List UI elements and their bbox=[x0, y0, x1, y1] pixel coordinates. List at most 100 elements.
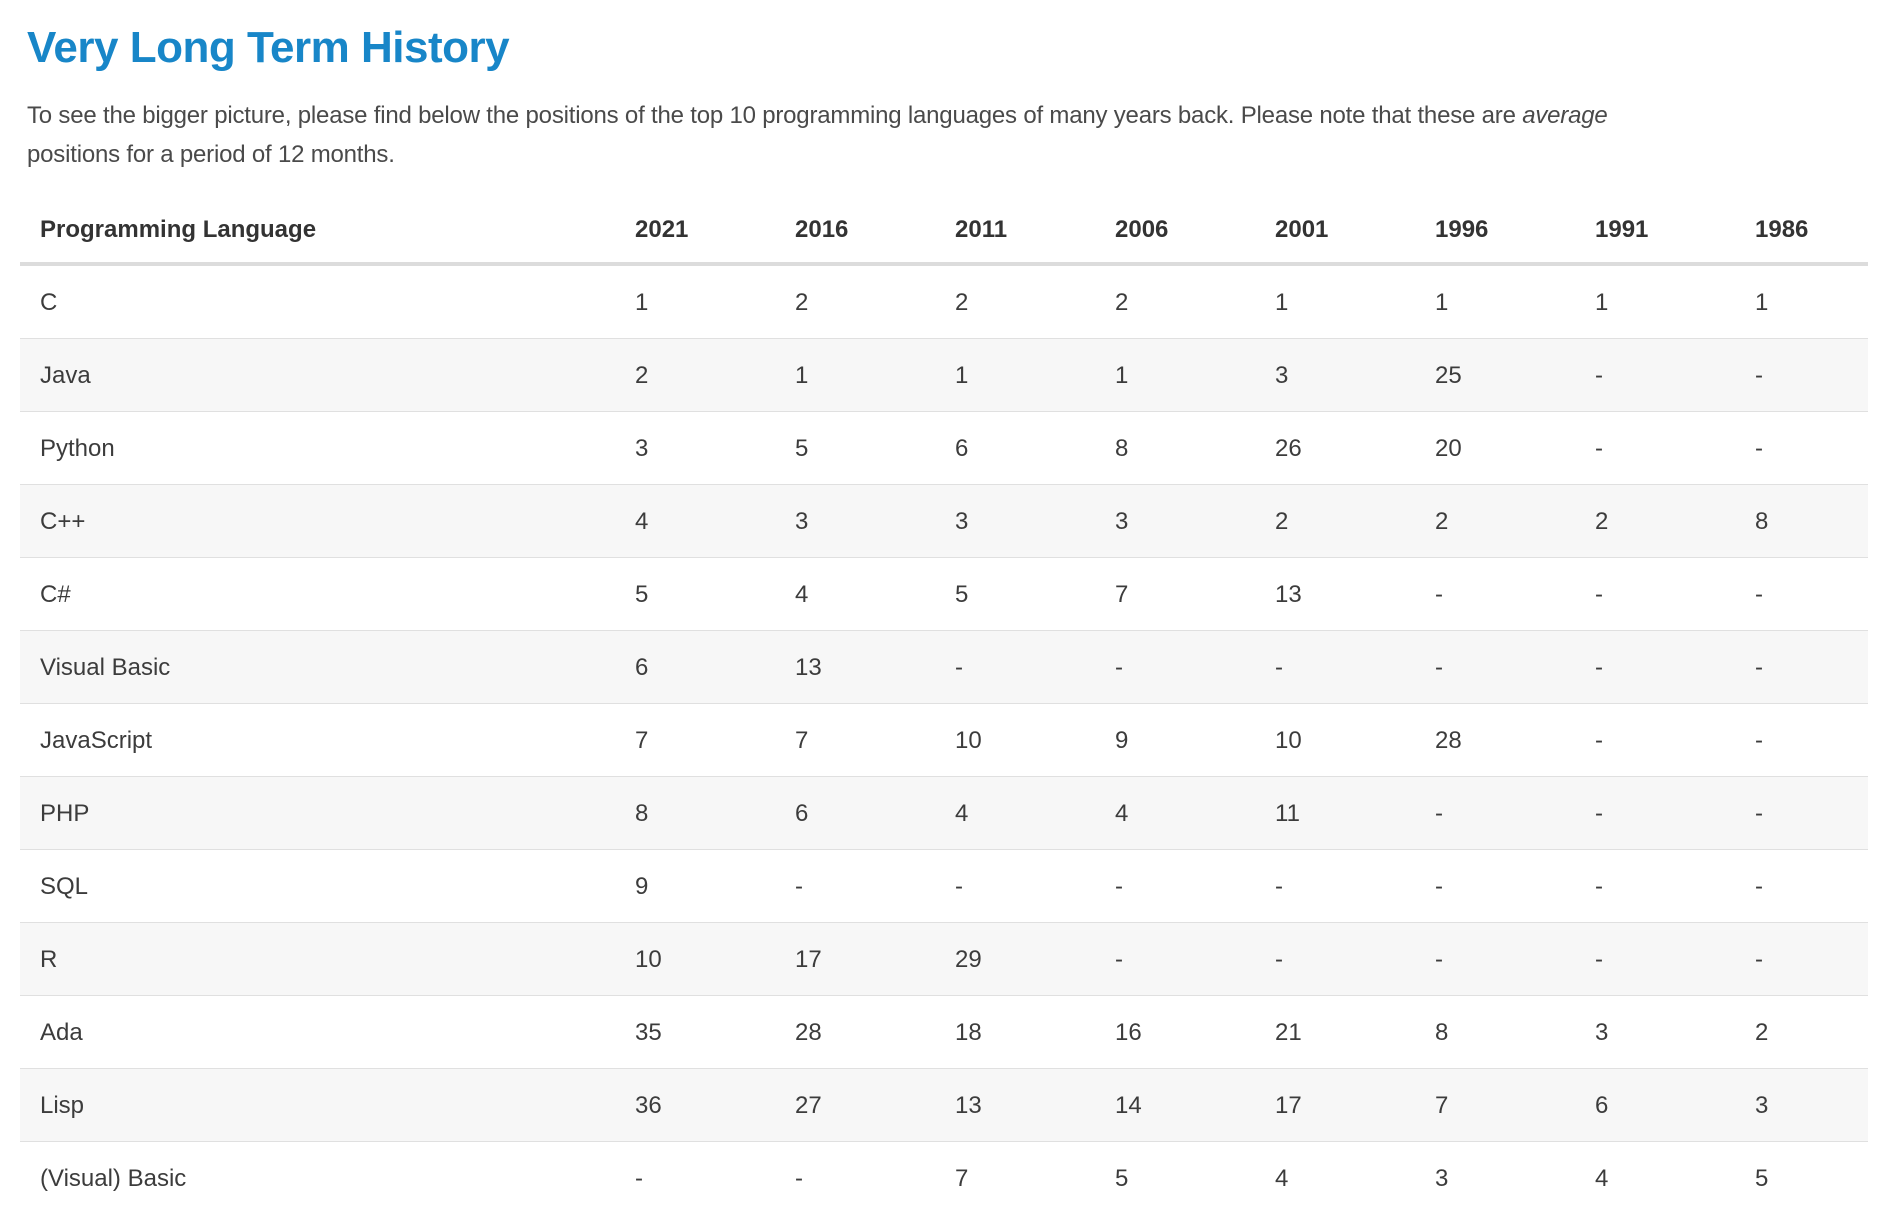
position-cell: 1 bbox=[955, 338, 1115, 412]
position-cell: 6 bbox=[955, 411, 1115, 485]
position-cell: 7 bbox=[1115, 557, 1275, 631]
position-cell: 3 bbox=[1435, 1141, 1595, 1214]
position-cell: 16 bbox=[1115, 995, 1275, 1069]
position-cell: 7 bbox=[955, 1141, 1115, 1214]
position-cell: 3 bbox=[1275, 338, 1435, 412]
page-title: Very Long Term History bbox=[27, 23, 510, 72]
position-cell: 13 bbox=[795, 630, 955, 704]
position-cell: 10 bbox=[955, 703, 1115, 777]
position-cell: 2 bbox=[635, 338, 795, 412]
position-cell: 1 bbox=[1755, 289, 1769, 316]
position-cell: - bbox=[1755, 922, 1868, 996]
position-cell: 2 bbox=[795, 289, 809, 316]
intro-line-1: To see the bigger picture, please find b… bbox=[27, 96, 1868, 135]
position-cell: - bbox=[1755, 849, 1868, 923]
position-cell: 8 bbox=[635, 776, 795, 850]
language-cell: Visual Basic bbox=[20, 630, 635, 704]
position-cell: 29 bbox=[955, 922, 1115, 996]
position-cell: 3 bbox=[955, 484, 1115, 558]
language-cell: SQL bbox=[20, 849, 635, 923]
column-header-year: 2011 bbox=[955, 200, 1115, 266]
table-row: (Visual) Basic - -7 5 4 3 4 5 bbox=[20, 1141, 1868, 1214]
position-cell: 7 bbox=[795, 703, 955, 777]
position-cell: - bbox=[1275, 849, 1435, 923]
position-cell: - bbox=[1595, 557, 1755, 631]
position-cell: - bbox=[955, 849, 1115, 923]
position-cell: - bbox=[1755, 703, 1868, 777]
position-cell: - bbox=[795, 849, 955, 923]
position-cell: 6 bbox=[635, 630, 795, 704]
position-cell: - bbox=[1595, 776, 1755, 850]
position-cell: 5 bbox=[635, 557, 795, 631]
position-cell: 2 bbox=[1755, 995, 1868, 1069]
position-cell: 3 bbox=[1595, 995, 1755, 1069]
position-cell: 3 bbox=[1755, 1068, 1868, 1142]
position-cell: 2 bbox=[955, 289, 969, 316]
position-cell: 7 bbox=[635, 703, 795, 777]
position-cell: 26 bbox=[1275, 411, 1435, 485]
table-row: C# 5 4 5 7 13- - - bbox=[20, 557, 1868, 631]
column-header-year: 1996 bbox=[1435, 200, 1595, 266]
position-cell: - bbox=[1595, 922, 1755, 996]
position-cell: 17 bbox=[1275, 1068, 1435, 1142]
position-cell: 8 bbox=[1115, 411, 1275, 485]
position-cell: - bbox=[1755, 557, 1868, 631]
position-cell: 10 bbox=[1275, 703, 1435, 777]
position-cell: - bbox=[1115, 849, 1275, 923]
position-cell: 3 bbox=[635, 411, 795, 485]
position-cell: - bbox=[1115, 922, 1275, 996]
position-cell: 1 bbox=[1595, 289, 1609, 316]
language-cell: JavaScript bbox=[20, 703, 635, 777]
position-cell: 4 bbox=[635, 484, 795, 558]
position-cell: 4 bbox=[1275, 1141, 1435, 1214]
position-cell: 4 bbox=[955, 776, 1115, 850]
table-row: Visual Basic 6 13- - - - - - bbox=[20, 630, 1868, 704]
position-cell: - bbox=[1755, 338, 1868, 412]
position-cell: - bbox=[795, 1141, 955, 1214]
position-cell: 25 bbox=[1435, 338, 1595, 412]
position-cell: 2 bbox=[1435, 484, 1595, 558]
position-cell: 13 bbox=[1275, 557, 1435, 631]
table-row: SQL 9- - - - - - - bbox=[20, 849, 1868, 923]
position-cell: 2 bbox=[1115, 289, 1129, 316]
table-header-row: Programming Language 2021 2016 2011 2006 200… bbox=[20, 200, 1868, 266]
position-cell: 6 bbox=[1595, 1068, 1755, 1142]
position-cell: - bbox=[1755, 630, 1868, 704]
intro-line-2: positions for a period of 12 months. bbox=[27, 141, 395, 168]
table-row: R 10 17 29- - - - - bbox=[20, 922, 1868, 996]
position-cell: 35 bbox=[635, 995, 795, 1069]
intro-em-average: average bbox=[1522, 102, 1608, 129]
position-cell: 9 bbox=[1115, 703, 1275, 777]
table-row: Java 2 1 1 1 3 25- - bbox=[20, 338, 1868, 412]
language-cell: Ada bbox=[20, 995, 635, 1069]
position-cell: 2 bbox=[1275, 484, 1435, 558]
position-cell: 4 bbox=[1115, 776, 1275, 850]
position-cell: 3 bbox=[1115, 484, 1275, 558]
intro-paragraph: To see the bigger picture, please find b… bbox=[27, 96, 1868, 174]
position-cell: 20 bbox=[1435, 411, 1595, 485]
position-cell: 6 bbox=[795, 776, 955, 850]
language-cell: Lisp bbox=[20, 1068, 635, 1142]
position-cell: - bbox=[1275, 630, 1435, 704]
position-cell: 1 bbox=[1115, 338, 1275, 412]
table-row: Lisp 36 27 13 14 17 7 6 3 bbox=[20, 1068, 1868, 1142]
language-cell: Java bbox=[20, 338, 635, 412]
table-row: JavaScript 7 7 10 9 10 28- - bbox=[20, 703, 1868, 777]
position-cell: 1 bbox=[1275, 289, 1289, 316]
table-row: C++ 4 3 3 3 2 2 2 8 bbox=[20, 484, 1868, 558]
position-cell: 4 bbox=[795, 557, 955, 631]
position-cell: 7 bbox=[1435, 1068, 1595, 1142]
position-cell: 5 bbox=[1115, 1141, 1275, 1214]
language-cell: (Visual) Basic bbox=[20, 1141, 635, 1214]
table-row: PHP 8 6 4 4 11- - - bbox=[20, 776, 1868, 850]
position-cell: 21 bbox=[1275, 995, 1435, 1069]
column-header-year: 2001 bbox=[1275, 200, 1435, 266]
position-cell: - bbox=[1435, 849, 1595, 923]
intro-text-before-em: To see the bigger picture, please find b… bbox=[27, 102, 1523, 129]
position-cell: 1 bbox=[795, 338, 955, 412]
position-cell: - bbox=[1755, 411, 1868, 485]
position-cell: 14 bbox=[1115, 1068, 1275, 1142]
history-table-head: Programming Language 2021 2016 2011 2006 200… bbox=[20, 200, 1868, 266]
position-cell: - bbox=[1435, 776, 1595, 850]
